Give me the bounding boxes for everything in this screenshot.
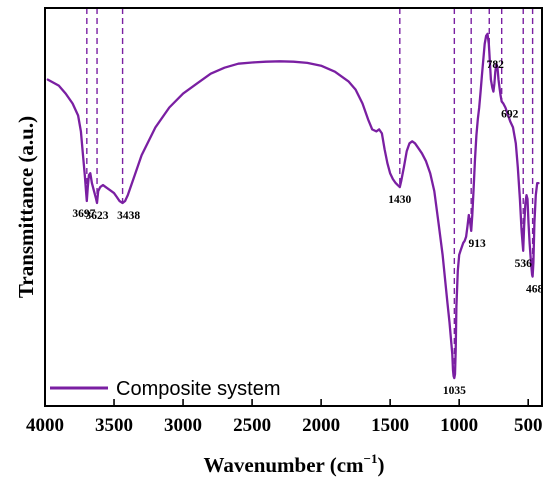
peak-label: 536	[515, 258, 533, 270]
peak-label: 3697	[72, 208, 95, 220]
peak-label: 468	[526, 284, 544, 296]
peak-label: 1035	[443, 385, 466, 397]
x-tick-label: 1500	[371, 415, 409, 436]
peak-label: 913	[469, 238, 487, 250]
x-tick-label: 3000	[164, 415, 202, 436]
x-axis-title: Wavenumber (cm−1)	[204, 451, 385, 477]
x-axis-title-close: )	[377, 453, 384, 477]
peak-marker-lines	[86, 8, 534, 379]
peak-label: 782	[487, 59, 505, 71]
x-tick-label: 500	[514, 415, 543, 436]
peak-label: 3623	[86, 210, 109, 222]
x-tick-label: 1000	[440, 415, 478, 436]
legend-label: Composite system	[116, 378, 281, 400]
x-axis-ticks: 4000 3500 3000 2500 2000 1500 1000 500	[26, 399, 542, 436]
series-line-composite-system	[46, 32, 540, 380]
legend: Composite system	[50, 378, 281, 400]
plot-frame	[44, 7, 543, 407]
y-axis-title: Transmittance (a.u.)	[14, 116, 38, 298]
x-tick-label: 3500	[95, 415, 133, 436]
x-tick-label: 4000	[26, 415, 64, 436]
x-tick-label: 2500	[233, 415, 271, 436]
x-tick-label: 2000	[302, 415, 340, 436]
peak-label: 692	[501, 109, 519, 121]
x-axis-title-main: Wavenumber (cm	[204, 453, 365, 477]
peak-label: 1430	[388, 194, 411, 206]
x-axis-title-exponent: −1	[364, 451, 378, 466]
peak-label: 3438	[117, 210, 140, 222]
